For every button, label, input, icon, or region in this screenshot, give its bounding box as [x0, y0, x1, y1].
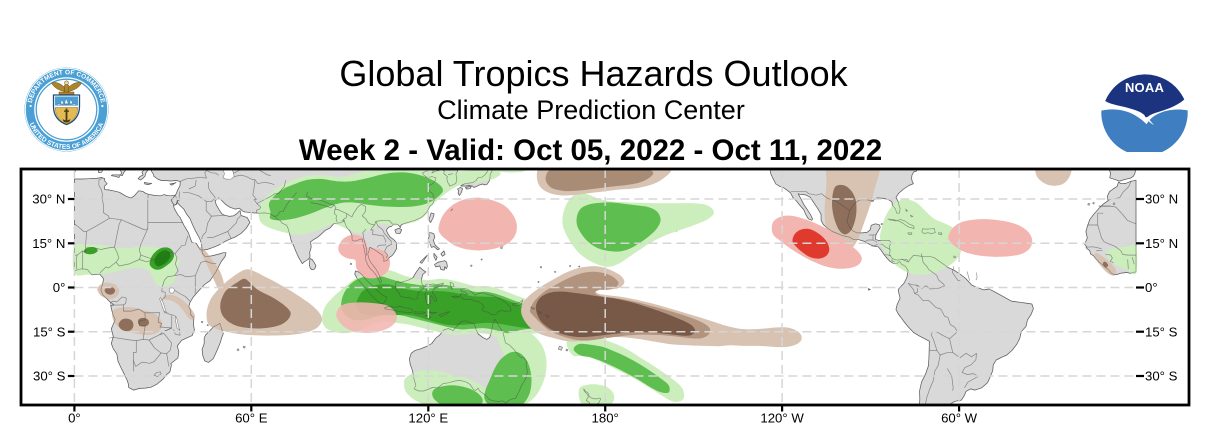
- svg-text:NOAA: NOAA: [1125, 80, 1164, 95]
- svg-text:120° W: 120° W: [760, 411, 804, 426]
- svg-text:180°: 180°: [592, 411, 619, 426]
- svg-text:30° N: 30° N: [1145, 192, 1178, 207]
- svg-text:15° N: 15° N: [32, 236, 65, 251]
- svg-text:15° N: 15° N: [1145, 236, 1178, 251]
- svg-text:0°: 0°: [1145, 280, 1158, 295]
- svg-text:0°: 0°: [68, 411, 81, 426]
- svg-text:30° S: 30° S: [1145, 369, 1178, 384]
- svg-text:15° S: 15° S: [1145, 324, 1178, 339]
- svg-text:30° S: 30° S: [33, 369, 66, 384]
- svg-text:15° S: 15° S: [33, 324, 66, 339]
- svg-text:120° E: 120° E: [408, 411, 448, 426]
- svg-text:60° E: 60° E: [235, 411, 268, 426]
- svg-text:0°: 0°: [53, 280, 66, 295]
- svg-text:60° W: 60° W: [941, 411, 978, 426]
- svg-text:30° N: 30° N: [32, 192, 65, 207]
